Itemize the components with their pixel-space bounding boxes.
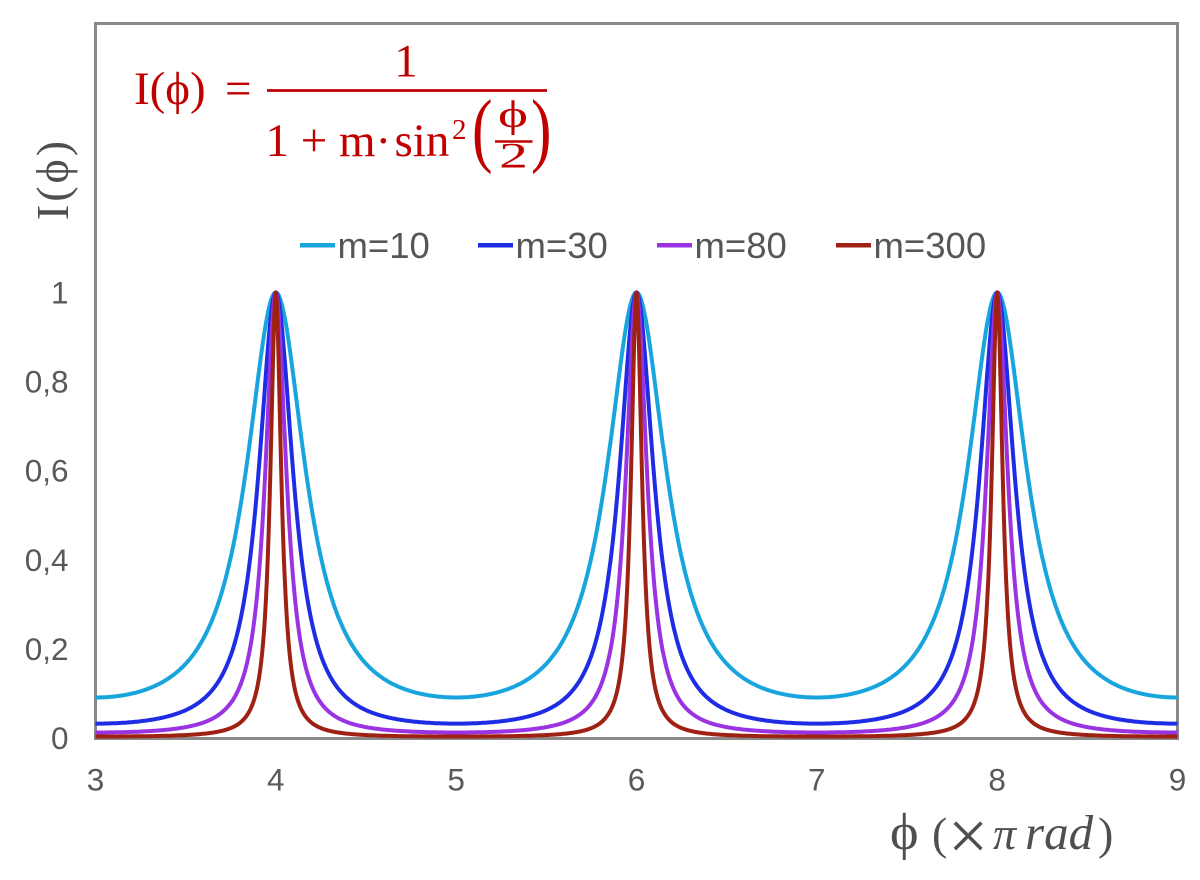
svg-text:5: 5 — [447, 762, 465, 798]
svg-text:I(ϕ): I(ϕ) — [134, 63, 206, 115]
svg-text:0: 0 — [51, 720, 69, 756]
svg-text:): ) — [531, 83, 552, 175]
svg-text:7: 7 — [808, 762, 826, 798]
svg-text:2: 2 — [499, 136, 528, 176]
svg-text:0,6: 0,6 — [25, 453, 69, 489]
svg-text:×: × — [948, 797, 988, 876]
svg-text:1: 1 — [394, 36, 418, 88]
svg-text:6: 6 — [628, 762, 646, 798]
svg-text:1 + m: 1 + m — [266, 115, 376, 167]
svg-text:m=80: m=80 — [695, 225, 787, 266]
svg-text:2: 2 — [452, 114, 467, 146]
svg-text:0,8: 0,8 — [25, 364, 69, 400]
svg-text:=: = — [225, 63, 252, 115]
svg-text:8: 8 — [988, 762, 1006, 798]
svg-text:4: 4 — [267, 762, 285, 798]
svg-text:m=30: m=30 — [516, 225, 608, 266]
svg-text:I(ϕ): I(ϕ) — [27, 138, 78, 220]
svg-text:ϕ: ϕ — [498, 94, 528, 136]
svg-text:9: 9 — [1169, 762, 1187, 798]
svg-text:1: 1 — [51, 275, 69, 311]
svg-text:rad: rad — [1025, 805, 1094, 860]
svg-text:sin: sin — [395, 115, 450, 167]
svg-text:): ) — [1098, 808, 1113, 859]
svg-text:(: ( — [472, 83, 493, 175]
svg-text:m=10: m=10 — [338, 225, 430, 266]
svg-text:π: π — [993, 808, 1018, 859]
svg-text:3: 3 — [87, 762, 105, 798]
svg-text:ϕ: ϕ — [890, 804, 919, 860]
svg-text:(: ( — [932, 808, 947, 859]
svg-text:0,2: 0,2 — [25, 631, 69, 667]
svg-text:0,4: 0,4 — [25, 542, 69, 578]
svg-text:·: · — [376, 115, 392, 167]
svg-text:m=300: m=300 — [874, 225, 987, 266]
